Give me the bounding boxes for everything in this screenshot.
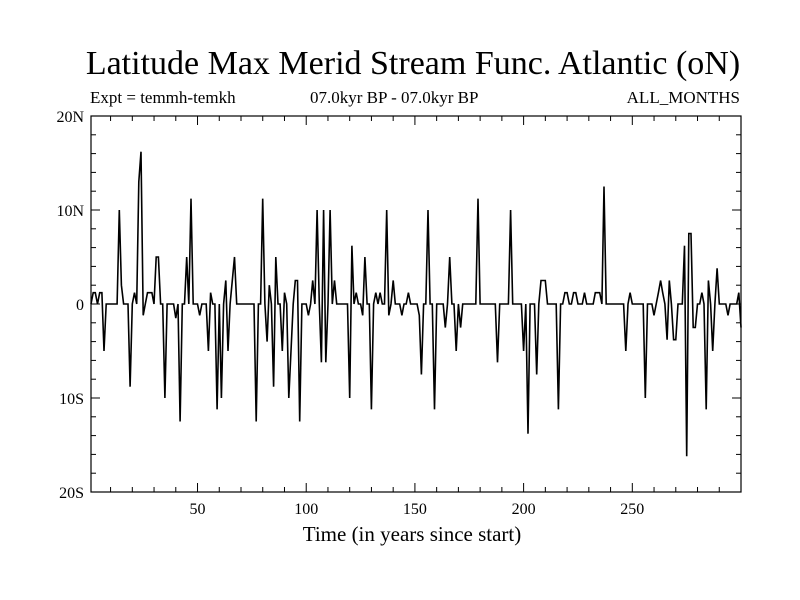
chart-title: Latitude Max Merid Stream Func. Atlantic…	[85, 45, 741, 82]
y-tick-label: 0	[76, 297, 84, 314]
y-tick-label: 20N	[56, 109, 84, 126]
plot-frame	[90, 115, 742, 493]
y-tick-label: 20S	[59, 485, 84, 502]
series-group	[90, 151, 742, 457]
y-tick-label: 10S	[59, 391, 84, 408]
tick-labels: 20N 10N 0 10S 20S 50 100 150 200 250	[56, 109, 644, 518]
months-label: ALL_MONTHS	[626, 88, 740, 107]
x-axis-label: Time (in years since start)	[303, 522, 522, 546]
y-tick-label: 10N	[56, 203, 84, 220]
x-tick-label: 100	[294, 501, 318, 518]
x-tick-label: 150	[403, 501, 427, 518]
x-tick-label: 50	[190, 501, 206, 518]
experiment-label: Expt = temmh-temkh	[90, 88, 236, 107]
series-line	[90, 151, 742, 457]
period-label: 07.0kyr BP - 07.0kyr BP	[310, 88, 479, 107]
x-tick-label: 250	[620, 501, 644, 518]
x-tick-label: 200	[512, 501, 536, 518]
